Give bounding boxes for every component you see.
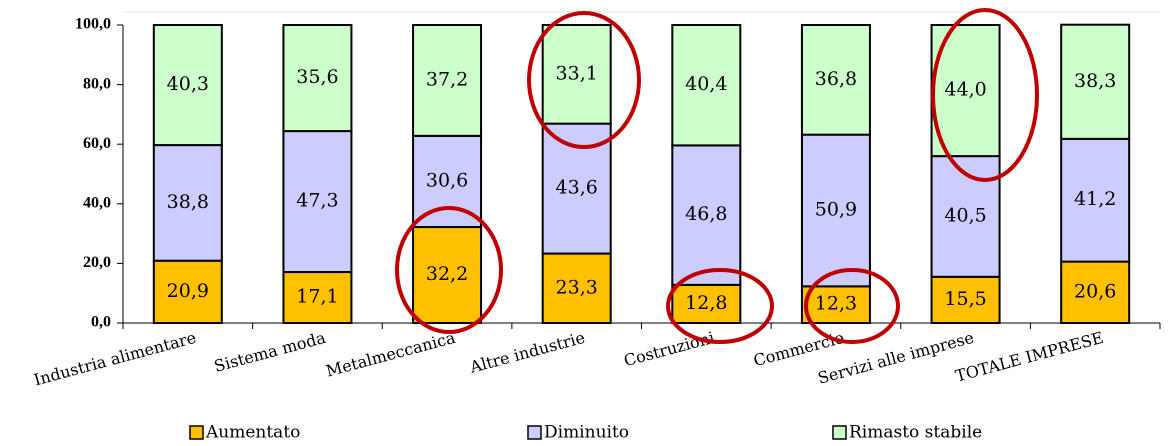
data-label: 35,6 [296,66,338,88]
bar-segment [541,24,612,125]
data-label: 33,1 [556,62,598,84]
data-label: 50,9 [815,199,857,221]
highlight-ellipse [931,8,1039,182]
bar-segment [671,144,742,286]
bar-segment [930,275,1001,324]
bar-segment [1060,23,1131,140]
y-tick-label: 0,0 [91,314,111,331]
data-label: 40,3 [167,73,209,95]
legend-label: Rimasto stabile [849,423,982,443]
bar-segment [671,283,742,324]
data-label: 12,3 [815,293,857,315]
x-tick-label: Industria alimentare [32,328,198,390]
data-label: 12,8 [685,292,727,314]
x-tick-label: Commercio [751,328,846,370]
data-label: 20,9 [167,280,209,302]
legend-item: Aumentato [189,423,300,443]
bar-segment [541,252,612,324]
data-label: 40,4 [685,73,727,95]
x-tick-label: Metalmeccanica [324,328,458,381]
data-label: 15,5 [944,288,986,310]
data-label: 47,3 [296,190,338,212]
data-label: 46,8 [685,203,727,225]
highlight-ellipse [804,268,900,344]
legend-item: Diminuito [527,423,629,443]
highlight-ellipse [527,11,641,149]
x-tick-label: TOTALE IMPRESE [953,328,1105,386]
data-label: 38,3 [1074,70,1116,92]
annotations [395,8,1039,344]
data-label: 44,0 [944,79,986,101]
legend-item: Rimasto stabile [832,423,982,443]
x-tick-label: Altre industrie [467,328,587,377]
y-tick-label: 100,0 [75,16,111,33]
data-label: 40,5 [944,204,986,226]
y-tick-label: 20,0 [83,254,111,271]
bar-segment [800,24,871,136]
y-tick-label: 80,0 [83,75,111,92]
bar-segment [671,24,742,147]
data-label: 17,1 [296,286,338,308]
bar-segment [282,24,353,133]
data-label: 36,8 [815,68,857,90]
data-label: 30,6 [426,169,468,191]
y-tick-label: 60,0 [83,135,111,152]
bar-segment [412,226,483,325]
bar-segment [800,133,871,288]
legend-swatch [527,425,542,440]
bar-segment [1060,260,1131,324]
data-label: 23,3 [556,276,598,298]
legend-label: Aumentato [205,423,300,443]
bar-segment [412,24,483,137]
legend-swatch [189,425,204,440]
highlight-ellipse [666,268,774,344]
bar-segment [1060,137,1131,263]
legend-swatch [832,425,847,440]
y-tick-label: 40,0 [83,194,111,211]
plot: 0,0 20,0 40,0 60,0 80,0 100,0 20,9 38,8 40,3 Indu… [32,16,1161,390]
data-label: 32,2 [426,263,468,285]
bar-segment [800,285,871,325]
bar-segment [930,155,1001,278]
legend-label: Diminuito [544,423,629,443]
x-tick-label: Sistema moda [212,328,328,376]
x-tick-label: Costruzioni [622,328,717,370]
data-label: 41,2 [1074,188,1116,210]
bar-segment [282,130,353,274]
data-label: 37,2 [426,68,468,90]
data-label: 38,8 [167,191,209,213]
data-label: 20,6 [1074,280,1116,302]
data-label: 43,6 [556,177,598,199]
highlight-ellipse [395,206,503,334]
bar-segment [152,24,223,147]
